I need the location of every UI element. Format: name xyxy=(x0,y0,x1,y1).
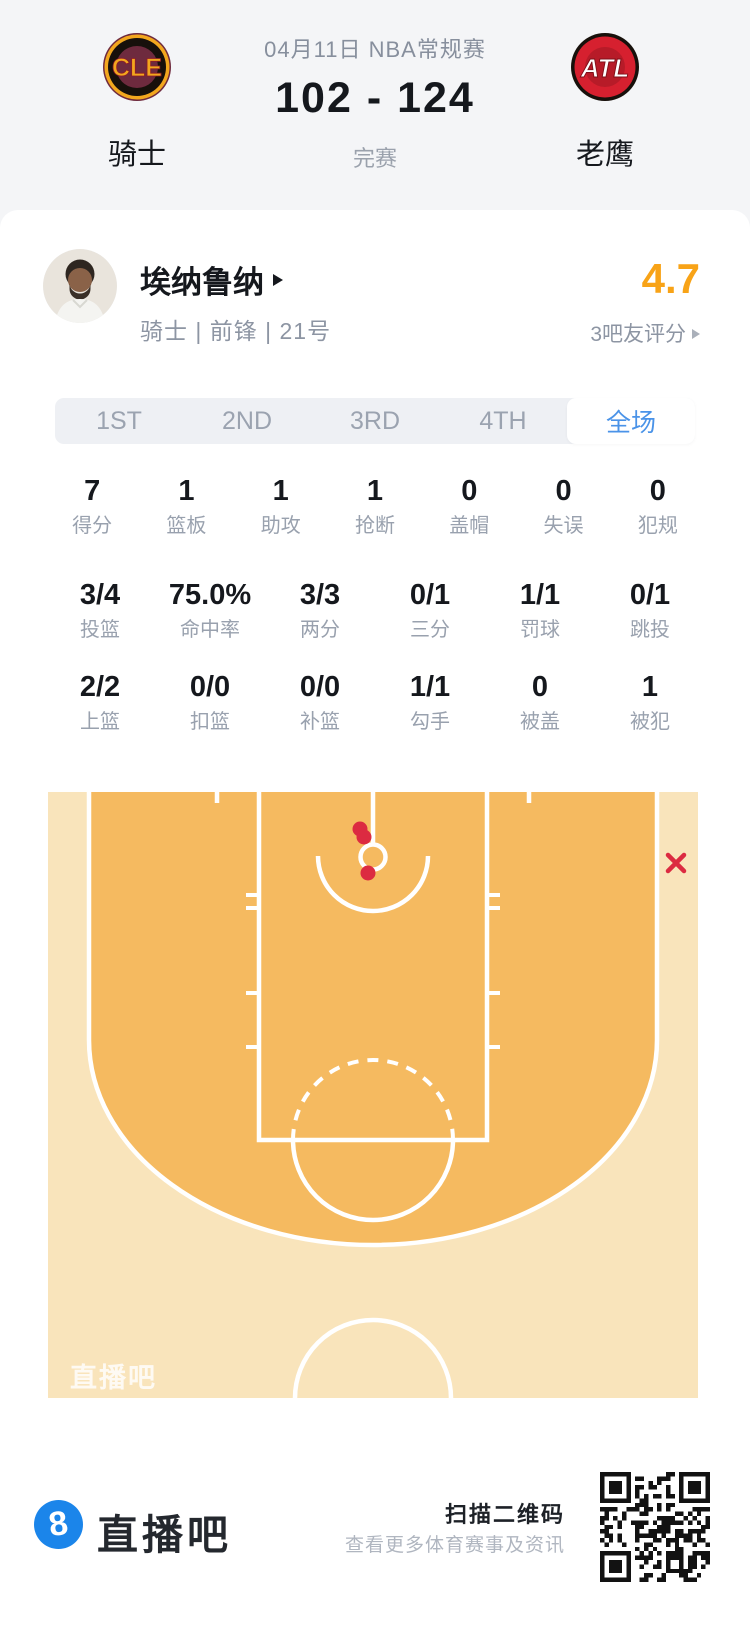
made-shot-marker xyxy=(356,829,372,845)
shot-chart-court xyxy=(48,792,698,1398)
stat-cell: 0/1 跳投 xyxy=(595,578,705,642)
stat-cell: 1 被犯 xyxy=(595,670,705,734)
stat-label: 盖帽 xyxy=(449,515,490,537)
stat-cell: 0 犯规 xyxy=(611,474,705,538)
rating-caret-icon xyxy=(692,329,700,339)
stat-value: 0/0 xyxy=(299,671,341,703)
stat-label: 扣篮 xyxy=(190,711,230,733)
stat-label: 助攻 xyxy=(260,515,301,537)
stat-label: 三分 xyxy=(410,619,450,641)
stat-value: 75.0% xyxy=(168,579,252,611)
player-name-row[interactable]: 埃纳鲁纳 xyxy=(140,261,283,300)
stat-label: 得分 xyxy=(72,515,113,537)
stat-value: 0/0 xyxy=(189,671,231,703)
stat-label: 篮板 xyxy=(166,515,207,537)
stat-value: 0/1 xyxy=(629,579,671,611)
rating-label-row[interactable]: 3吧友评分 xyxy=(590,318,700,348)
stat-cell: 0/0 扣篮 xyxy=(155,670,265,734)
stat-label: 两分 xyxy=(300,619,340,641)
missed-shot-marker xyxy=(665,852,687,874)
stat-value: 0 xyxy=(461,475,478,507)
player-rating: 4.7 xyxy=(641,255,700,302)
stat-value: 1 xyxy=(178,475,195,507)
stat-cell: 3/4 投篮 xyxy=(45,578,155,642)
stat-value: 0 xyxy=(649,475,666,507)
stat-cell: 75.0% 命中率 xyxy=(155,578,265,642)
home-team-name: 骑士 xyxy=(107,139,166,171)
cle-team-logo-icon: CLE xyxy=(102,32,172,102)
away-team-name: 老鹰 xyxy=(575,139,634,171)
quarter-tabs: 1ST 2ND 3RD 4TH 全场 xyxy=(55,398,695,444)
stat-label: 被盖 xyxy=(520,711,560,733)
stat-label: 命中率 xyxy=(180,619,240,641)
stat-cell: 0 被盖 xyxy=(485,670,595,734)
stat-cell: 1 篮板 xyxy=(139,474,233,538)
stat-label: 罚球 xyxy=(520,619,560,641)
player-meta: 骑士 | 前锋 | 21号 xyxy=(140,318,332,344)
tab-1ST[interactable]: 1ST xyxy=(96,406,142,435)
stat-value: 7 xyxy=(84,475,101,507)
stat-value: 0/1 xyxy=(409,579,451,611)
stat-row-shot-types: 2/2 上篮 0/0 扣篮 0/0 补篮 1/1 勾手 0 被盖 1 被犯 xyxy=(45,670,705,734)
stat-value: 1 xyxy=(272,475,289,507)
stat-label: 犯规 xyxy=(637,515,678,537)
stat-label: 抢断 xyxy=(354,515,395,537)
stat-cell: 2/2 上篮 xyxy=(45,670,155,734)
tab-2ND[interactable]: 2ND xyxy=(221,406,272,435)
court-watermark: 直播吧 xyxy=(70,1363,157,1393)
stat-value: 0 xyxy=(555,475,572,507)
stat-cell: 7 得分 xyxy=(45,474,139,538)
player-name: 埃纳鲁纳 xyxy=(140,264,264,300)
tab-全场[interactable]: 全场 xyxy=(567,398,695,444)
stat-label: 被犯 xyxy=(630,711,670,733)
footer-brand: 直播吧 xyxy=(97,1512,232,1558)
zhibo8-logo-icon: 8 xyxy=(34,1500,83,1549)
stat-label: 补篮 xyxy=(300,711,340,733)
stat-value: 2/2 xyxy=(79,671,121,703)
qr-title: 扫描二维码 xyxy=(444,1502,565,1527)
stat-cell: 1/1 罚球 xyxy=(485,578,595,642)
stat-cell: 0 失误 xyxy=(516,474,610,538)
tab-3RD[interactable]: 3RD xyxy=(349,406,400,435)
stat-value: 1/1 xyxy=(519,579,561,611)
stat-value: 3/4 xyxy=(79,579,121,611)
stat-cell: 1 助攻 xyxy=(234,474,328,538)
stat-value: 0 xyxy=(531,671,549,703)
match-date-title: 04月11日 NBA常规赛 xyxy=(264,37,486,62)
stat-cell: 0 盖帽 xyxy=(422,474,516,538)
stat-cell: 1/1 勾手 xyxy=(375,670,485,734)
stat-cell: 1 抢断 xyxy=(328,474,422,538)
svg-text:ATL: ATL xyxy=(580,53,630,83)
atl-team-logo-icon: ATL xyxy=(570,32,640,102)
player-detail-caret-icon xyxy=(273,274,283,286)
qr-code xyxy=(600,1472,710,1582)
svg-text:CLE: CLE xyxy=(112,54,162,82)
stat-cell: 0/1 三分 xyxy=(375,578,485,642)
stat-label: 投篮 xyxy=(80,619,120,641)
zhibo8-logo-glyph: 8 xyxy=(46,1503,71,1545)
rating-label: 3吧友评分 xyxy=(590,323,686,346)
made-shot-marker xyxy=(360,865,376,881)
stat-label: 勾手 xyxy=(410,711,450,733)
player-avatar xyxy=(43,249,117,323)
stat-label: 失误 xyxy=(543,515,584,537)
match-score: 102 - 124 xyxy=(275,74,475,122)
stat-cell: 3/3 两分 xyxy=(265,578,375,642)
stat-row-basic: 7 得分 1 篮板 1 助攻 1 抢断 0 盖帽 0 失误 0 犯规 xyxy=(45,474,705,538)
qr-subtitle: 查看更多体育赛事及资讯 xyxy=(344,1535,565,1556)
stat-value: 3/3 xyxy=(299,579,341,611)
stat-value: 1 xyxy=(366,475,384,507)
match-status: 完赛 xyxy=(352,146,397,171)
tab-4TH[interactable]: 4TH xyxy=(479,406,527,435)
stat-value: 1 xyxy=(641,671,659,703)
stat-cell: 0/0 补篮 xyxy=(265,670,375,734)
stat-label: 上篮 xyxy=(80,711,120,733)
stat-value: 1/1 xyxy=(409,671,451,703)
stat-label: 跳投 xyxy=(630,619,670,641)
stat-row-shooting: 3/4 投篮 75.0% 命中率 3/3 两分 0/1 三分 1/1 罚球 0/1 跳投 xyxy=(45,578,705,642)
